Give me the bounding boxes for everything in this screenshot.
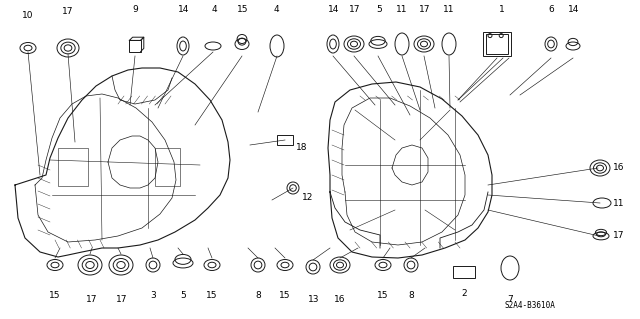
- Text: 8: 8: [408, 291, 414, 300]
- Text: 11: 11: [396, 5, 408, 14]
- Text: 3: 3: [150, 291, 156, 300]
- Text: 15: 15: [237, 5, 249, 14]
- Text: 14: 14: [568, 5, 580, 14]
- Text: 6: 6: [548, 5, 554, 14]
- Text: 15: 15: [206, 291, 218, 300]
- Text: 16: 16: [334, 295, 346, 305]
- Bar: [277, 135, 293, 145]
- Bar: [129, 41, 141, 52]
- Text: 13: 13: [308, 295, 320, 305]
- Text: 1: 1: [499, 5, 505, 14]
- Bar: [155, 148, 180, 186]
- Text: 5: 5: [180, 291, 186, 300]
- Text: 17: 17: [116, 295, 128, 305]
- Text: 7: 7: [507, 295, 513, 305]
- Bar: [486, 34, 508, 54]
- Text: 18: 18: [296, 144, 308, 152]
- Text: 17: 17: [419, 5, 431, 14]
- Text: 15: 15: [377, 291, 388, 300]
- Text: 4: 4: [273, 5, 279, 14]
- Text: 17: 17: [62, 8, 74, 17]
- Text: 4: 4: [211, 5, 217, 14]
- Text: 15: 15: [49, 291, 61, 300]
- Text: 8: 8: [255, 291, 261, 300]
- Text: 9: 9: [132, 5, 138, 14]
- Text: 14: 14: [179, 5, 189, 14]
- Text: 10: 10: [22, 11, 34, 20]
- Text: 14: 14: [328, 5, 340, 14]
- Text: 5: 5: [376, 5, 382, 14]
- Text: 12: 12: [302, 194, 314, 203]
- Text: 17: 17: [349, 5, 361, 14]
- Text: 17: 17: [613, 232, 625, 241]
- Text: 16: 16: [613, 164, 625, 173]
- Text: 15: 15: [279, 291, 291, 300]
- Bar: [483, 32, 511, 56]
- Bar: [58, 148, 88, 186]
- Text: 17: 17: [86, 295, 98, 305]
- Bar: [453, 266, 475, 278]
- Text: S2A4-B3610A: S2A4-B3610A: [504, 300, 556, 309]
- Text: 2: 2: [461, 288, 467, 298]
- Text: 11: 11: [613, 198, 625, 207]
- Text: 11: 11: [444, 5, 455, 14]
